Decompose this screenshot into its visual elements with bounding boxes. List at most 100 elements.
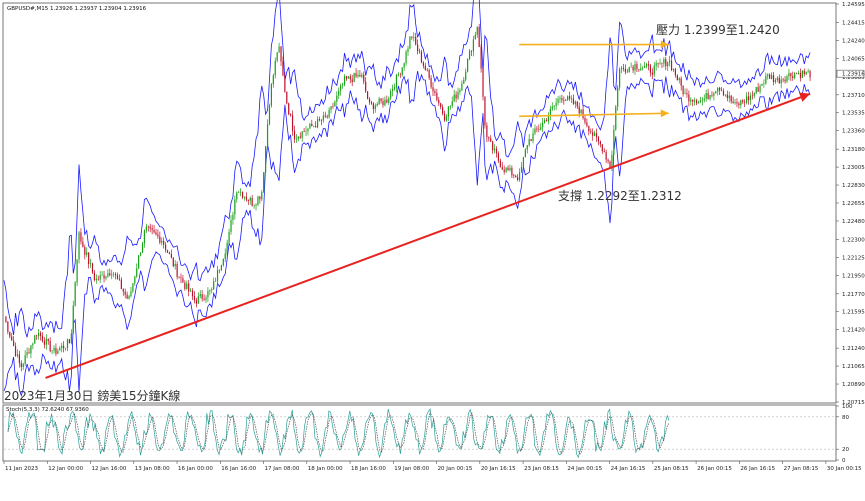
candle-body bbox=[334, 101, 336, 107]
stoch-plot-area bbox=[4, 408, 835, 459]
candle-body bbox=[211, 289, 213, 291]
candle-body bbox=[784, 79, 786, 82]
candle-body bbox=[376, 104, 378, 106]
candle-body bbox=[274, 60, 276, 76]
candle-body bbox=[14, 345, 17, 356]
candle-body bbox=[409, 36, 411, 49]
candle-body bbox=[392, 88, 394, 92]
envelope-upper-line bbox=[3, 0, 811, 338]
candle-body bbox=[407, 48, 409, 52]
candle-body bbox=[567, 96, 569, 101]
candle-body bbox=[36, 335, 38, 337]
candle-body bbox=[343, 76, 346, 85]
candle-body bbox=[432, 87, 434, 92]
stoch-tick-label: 0 bbox=[842, 458, 846, 464]
candle-body bbox=[411, 36, 413, 38]
candle-body bbox=[257, 196, 259, 205]
candle-body bbox=[324, 115, 326, 117]
price-tick-label: 1.21595 bbox=[842, 310, 865, 316]
candle-body bbox=[605, 152, 607, 160]
candle-body bbox=[199, 294, 201, 297]
candle-body bbox=[582, 109, 584, 119]
candle-body bbox=[632, 66, 634, 71]
candle-body bbox=[290, 114, 292, 116]
candle-body bbox=[649, 65, 651, 73]
candle-body bbox=[799, 72, 802, 78]
candle-body bbox=[499, 160, 501, 168]
candle-body bbox=[713, 93, 715, 96]
time-tick-label: 18 Jan 16:00 bbox=[351, 466, 386, 472]
candle-body bbox=[526, 145, 528, 150]
candle-body bbox=[659, 63, 661, 64]
resistance-label: 壓力 1.2399至1.2420 bbox=[656, 23, 780, 37]
candle-body bbox=[667, 62, 669, 67]
candle-body bbox=[122, 289, 124, 292]
candle-body bbox=[615, 106, 617, 130]
candle-body bbox=[351, 79, 353, 83]
candle-body bbox=[684, 93, 686, 95]
candle-body bbox=[517, 177, 519, 181]
price-tick-label: 1.22480 bbox=[842, 219, 865, 225]
candle-body bbox=[141, 243, 144, 253]
resistance-arrow-head bbox=[660, 40, 669, 49]
candle-body bbox=[111, 274, 113, 276]
candle-body bbox=[420, 51, 423, 63]
candle-body bbox=[230, 219, 232, 232]
candle-body bbox=[326, 116, 328, 118]
candle-body bbox=[330, 106, 332, 110]
candle-body bbox=[147, 226, 149, 228]
candle-body bbox=[253, 205, 255, 207]
candle-body bbox=[195, 300, 197, 304]
candle-body bbox=[255, 204, 257, 206]
candle-body bbox=[644, 66, 646, 68]
candle-body bbox=[611, 154, 613, 168]
candle-body bbox=[16, 354, 19, 356]
candle-body bbox=[293, 130, 296, 140]
candle-body bbox=[272, 75, 274, 85]
candle-body bbox=[661, 63, 663, 64]
candle-body bbox=[249, 198, 251, 201]
candle-body bbox=[280, 46, 282, 62]
time-tick-label: 16 Jan 00:00 bbox=[178, 466, 213, 472]
candle-body bbox=[124, 291, 126, 295]
candle-body bbox=[553, 105, 555, 107]
time-tick-label: 11 Jan 2023 bbox=[5, 466, 38, 472]
candle-body bbox=[453, 94, 455, 102]
candle-body bbox=[730, 95, 732, 102]
candle-body bbox=[809, 71, 811, 78]
candle-body bbox=[30, 345, 32, 354]
candle-body bbox=[395, 74, 398, 88]
candle-body bbox=[697, 102, 700, 104]
candle-body bbox=[128, 296, 130, 299]
candle-body bbox=[636, 64, 638, 70]
price-tick-label: 1.22830 bbox=[842, 183, 865, 189]
price-tick-label: 1.21065 bbox=[842, 364, 865, 370]
symbol-header: GBPUSD#,M15 1.23926 1.23937 1.23904 1.23… bbox=[7, 6, 147, 12]
candle-body bbox=[93, 272, 96, 281]
candle-body bbox=[449, 105, 451, 107]
price-tick-label: 1.24595 bbox=[842, 2, 865, 8]
candle-body bbox=[336, 95, 338, 102]
candle-body bbox=[747, 96, 750, 101]
candle-body bbox=[63, 345, 65, 349]
candle-body bbox=[197, 296, 199, 304]
candle-body bbox=[270, 84, 273, 106]
candle-body bbox=[299, 136, 301, 138]
candle-body bbox=[215, 281, 217, 282]
candle-body bbox=[32, 343, 34, 346]
candle-body bbox=[740, 100, 742, 106]
candle-body bbox=[790, 73, 792, 77]
candle-body bbox=[374, 105, 376, 110]
candle-body bbox=[378, 98, 380, 105]
time-tick-label: 25 Jan 08:15 bbox=[654, 466, 689, 472]
candle-body bbox=[520, 166, 523, 173]
candle-body bbox=[719, 87, 721, 91]
candle-body bbox=[265, 146, 267, 173]
candle-body bbox=[592, 132, 594, 136]
candle-body bbox=[645, 64, 648, 67]
candle-body bbox=[515, 175, 517, 178]
candle-body bbox=[796, 73, 798, 74]
stoch-signal-line bbox=[7, 410, 670, 455]
candle-body bbox=[295, 138, 298, 140]
stoch-panel-frame bbox=[2, 404, 837, 462]
